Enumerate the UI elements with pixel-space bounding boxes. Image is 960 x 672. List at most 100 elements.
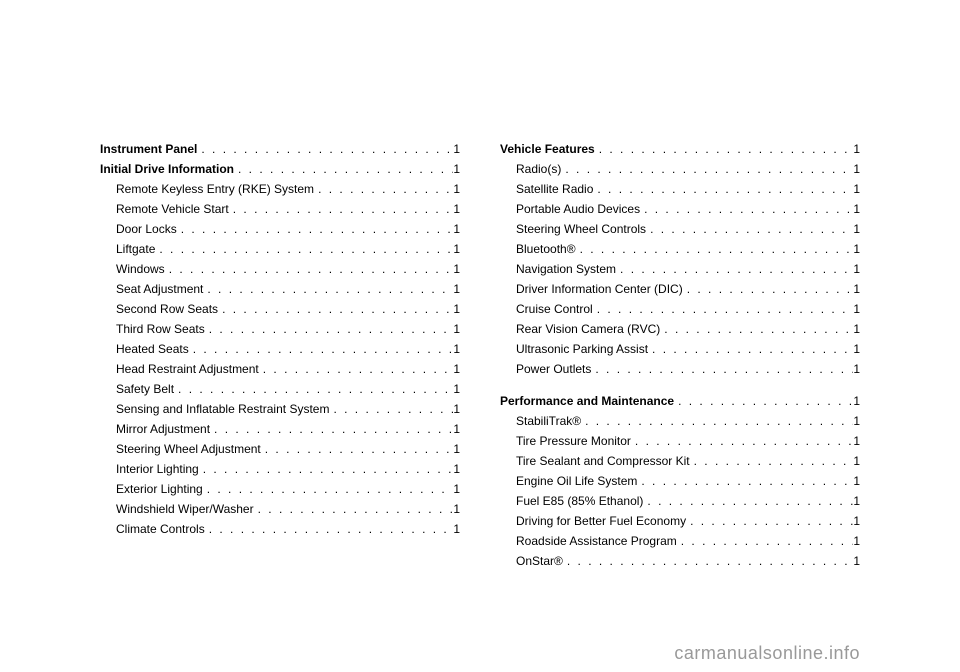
- toc-dots: . . . . . . . . . . . . . . . . . . . . …: [234, 160, 453, 178]
- toc-dots: . . . . . . . . . . . . . . . . . . . . …: [229, 200, 454, 218]
- toc-entry-label: Exterior Lighting: [116, 480, 203, 498]
- toc-entry-page: 1: [853, 532, 860, 550]
- toc-entry-label: Sensing and Inflatable Restraint System: [116, 400, 329, 418]
- toc-dots: . . . . . . . . . . . . . . . . . . . . …: [637, 472, 853, 490]
- toc-dots: . . . . . . . . . . . . . . . . . . . . …: [174, 380, 453, 398]
- toc-dots: . . . . . . . . . . . . . . . . . . . . …: [648, 340, 853, 358]
- toc-entry-page: 1: [453, 360, 460, 378]
- toc-entry-label: Windshield Wiper/Washer: [116, 500, 254, 518]
- toc-entry-label: Driver Information Center (DIC): [516, 280, 683, 298]
- toc-dots: . . . . . . . . . . . . . . . . . . . . …: [683, 280, 854, 298]
- toc-entry-page: 1: [853, 320, 860, 338]
- toc-column-right: Vehicle Features. . . . . . . . . . . . …: [500, 140, 860, 632]
- toc-entry: Sensing and Inflatable Restraint System.…: [100, 400, 460, 418]
- toc-entry: Engine Oil Life System. . . . . . . . . …: [500, 472, 860, 490]
- toc-dots: . . . . . . . . . . . . . . . . . . . . …: [674, 392, 853, 410]
- toc-entry-page: 1: [853, 360, 860, 378]
- toc-entry-label: Instrument Panel: [100, 140, 197, 158]
- toc-entry-label: Portable Audio Devices: [516, 200, 640, 218]
- toc-entry-page: 1: [453, 300, 460, 318]
- toc-spacer: [500, 380, 860, 392]
- toc-entry: Tire Pressure Monitor. . . . . . . . . .…: [500, 432, 860, 450]
- page-container: Instrument Panel . . . . . . . . . . . . …: [0, 0, 960, 672]
- toc-entry-label: Bluetooth®: [516, 240, 576, 258]
- toc-entry: Ultrasonic Parking Assist. . . . . . . .…: [500, 340, 860, 358]
- toc-entry: StabiliTrak®. . . . . . . . . . . . . . …: [500, 412, 860, 430]
- toc-dots: . . . . . . . . . . . . . . . . . . . . …: [576, 240, 854, 258]
- toc-entry-page: 1: [453, 340, 460, 358]
- toc-entry-label: Remote Keyless Entry (RKE) System: [116, 180, 314, 198]
- toc-dots: . . . . . . . . . . . . . . . . . . . . …: [203, 480, 454, 498]
- toc-entry-label: Safety Belt: [116, 380, 174, 398]
- toc-entry-label: Tire Pressure Monitor: [516, 432, 631, 450]
- toc-entry-page: 1: [853, 492, 860, 510]
- toc-entry-page: 1: [453, 480, 460, 498]
- toc-entry-label: Head Restraint Adjustment: [116, 360, 259, 378]
- toc-dots: . . . . . . . . . . . . . . . . . . . . …: [640, 200, 853, 218]
- toc-entry-label: Fuel E85 (85% Ethanol): [516, 492, 643, 510]
- toc-entry-page: 1: [853, 300, 860, 318]
- toc-dots: . . . . . . . . . . . . . . . . . . . . …: [591, 360, 853, 378]
- toc-dots: . . . . . . . . . . . . . . . . . . . . …: [218, 300, 453, 318]
- toc-entry-page: 1: [453, 140, 460, 158]
- toc-entry-label: StabiliTrak®: [516, 412, 581, 430]
- toc-entry: Heated Seats. . . . . . . . . . . . . . …: [100, 340, 460, 358]
- toc-dots: . . . . . . . . . . . . . . . . . . . . …: [314, 180, 453, 198]
- toc-entry: Vehicle Features. . . . . . . . . . . . …: [500, 140, 860, 158]
- toc-entry: Door Locks. . . . . . . . . . . . . . . …: [100, 220, 460, 238]
- toc-entry: Windows. . . . . . . . . . . . . . . . .…: [100, 260, 460, 278]
- watermark-text: carmanualsonline.info: [674, 643, 860, 664]
- toc-entry-label: Engine Oil Life System: [516, 472, 637, 490]
- toc-dots: . . . . . . . . . . . . . . . . . . . . …: [686, 512, 853, 530]
- toc-entry-label: Radio(s): [516, 160, 561, 178]
- toc-entry-label: Driving for Better Fuel Economy: [516, 512, 686, 530]
- toc-entry: Interior Lighting. . . . . . . . . . . .…: [100, 460, 460, 478]
- toc-entry-page: 1: [853, 200, 860, 218]
- toc-entry-page: 1: [853, 392, 860, 410]
- toc-entry-page: 1: [453, 440, 460, 458]
- toc-dots: . . . . . . . . . . . . . . . . . . . . …: [165, 260, 454, 278]
- toc-dots: . . . . . . . . . . . . . . . . . . . . …: [203, 280, 453, 298]
- toc-entry-label: Seat Adjustment: [116, 280, 203, 298]
- toc-entry-label: Second Row Seats: [116, 300, 218, 318]
- toc-entry-label: Ultrasonic Parking Assist: [516, 340, 648, 358]
- toc-entry: Satellite Radio. . . . . . . . . . . . .…: [500, 180, 860, 198]
- toc-entry-page: 1: [453, 460, 460, 478]
- toc-entry-page: 1: [853, 240, 860, 258]
- toc-entry-page: 1: [453, 500, 460, 518]
- toc-dots: . . . . . . . . . . . . . . . . . . . . …: [563, 552, 853, 570]
- toc-entry: Instrument Panel. . . . . . . . . . . . …: [100, 140, 460, 158]
- toc-entry-page: 1: [853, 160, 860, 178]
- toc-entry-page: 1: [453, 380, 460, 398]
- toc-entry: Steering Wheel Adjustment. . . . . . . .…: [100, 440, 460, 458]
- toc-entry-page: 1: [453, 320, 460, 338]
- toc-dots: . . . . . . . . . . . . . . . . . . . . …: [646, 220, 853, 238]
- toc-entry-label: Door Locks: [116, 220, 177, 238]
- toc-entry-page: 1: [453, 200, 460, 218]
- toc-entry-page: 1: [853, 140, 860, 158]
- toc-entry: Mirror Adjustment. . . . . . . . . . . .…: [100, 420, 460, 438]
- toc-entry-label: Cruise Control: [516, 300, 593, 318]
- toc-entry: Second Row Seats. . . . . . . . . . . . …: [100, 300, 460, 318]
- toc-entry: Power Outlets. . . . . . . . . . . . . .…: [500, 360, 860, 378]
- toc-dots: . . . . . . . . . . . . . . . . . . . . …: [205, 320, 454, 338]
- toc-entry-label: Roadside Assistance Program: [516, 532, 677, 550]
- toc-entry: Head Restraint Adjustment. . . . . . . .…: [100, 360, 460, 378]
- toc-entry-page: 1: [453, 180, 460, 198]
- toc-entry: Windshield Wiper/Washer. . . . . . . . .…: [100, 500, 460, 518]
- toc-entry-page: 1: [853, 220, 860, 238]
- toc-entry: Third Row Seats. . . . . . . . . . . . .…: [100, 320, 460, 338]
- toc-entry-page: 1: [853, 472, 860, 490]
- toc-entry: Steering Wheel Controls. . . . . . . . .…: [500, 220, 860, 238]
- toc-dots: . . . . . . . . . . . . . . . . . . . . …: [210, 420, 453, 438]
- toc-dots: . . . . . . . . . . . . . . . . . . . . …: [595, 140, 854, 158]
- toc-entry: Exterior Lighting. . . . . . . . . . . .…: [100, 480, 460, 498]
- toc-entry-page: 1: [453, 160, 460, 178]
- toc-dots: . . . . . . . . . . . . . . . . . . . . …: [155, 240, 453, 258]
- toc-entry: Driving for Better Fuel Economy. . . . .…: [500, 512, 860, 530]
- toc-entry-label: Steering Wheel Adjustment: [116, 440, 261, 458]
- toc-entry-label: Mirror Adjustment: [116, 420, 210, 438]
- toc-entry: Navigation System. . . . . . . . . . . .…: [500, 260, 860, 278]
- toc-dots: . . . . . . . . . . . . . . . . . . . . …: [189, 340, 454, 358]
- toc-column-left: Instrument Panel . . . . . . . . . . . . …: [100, 140, 460, 632]
